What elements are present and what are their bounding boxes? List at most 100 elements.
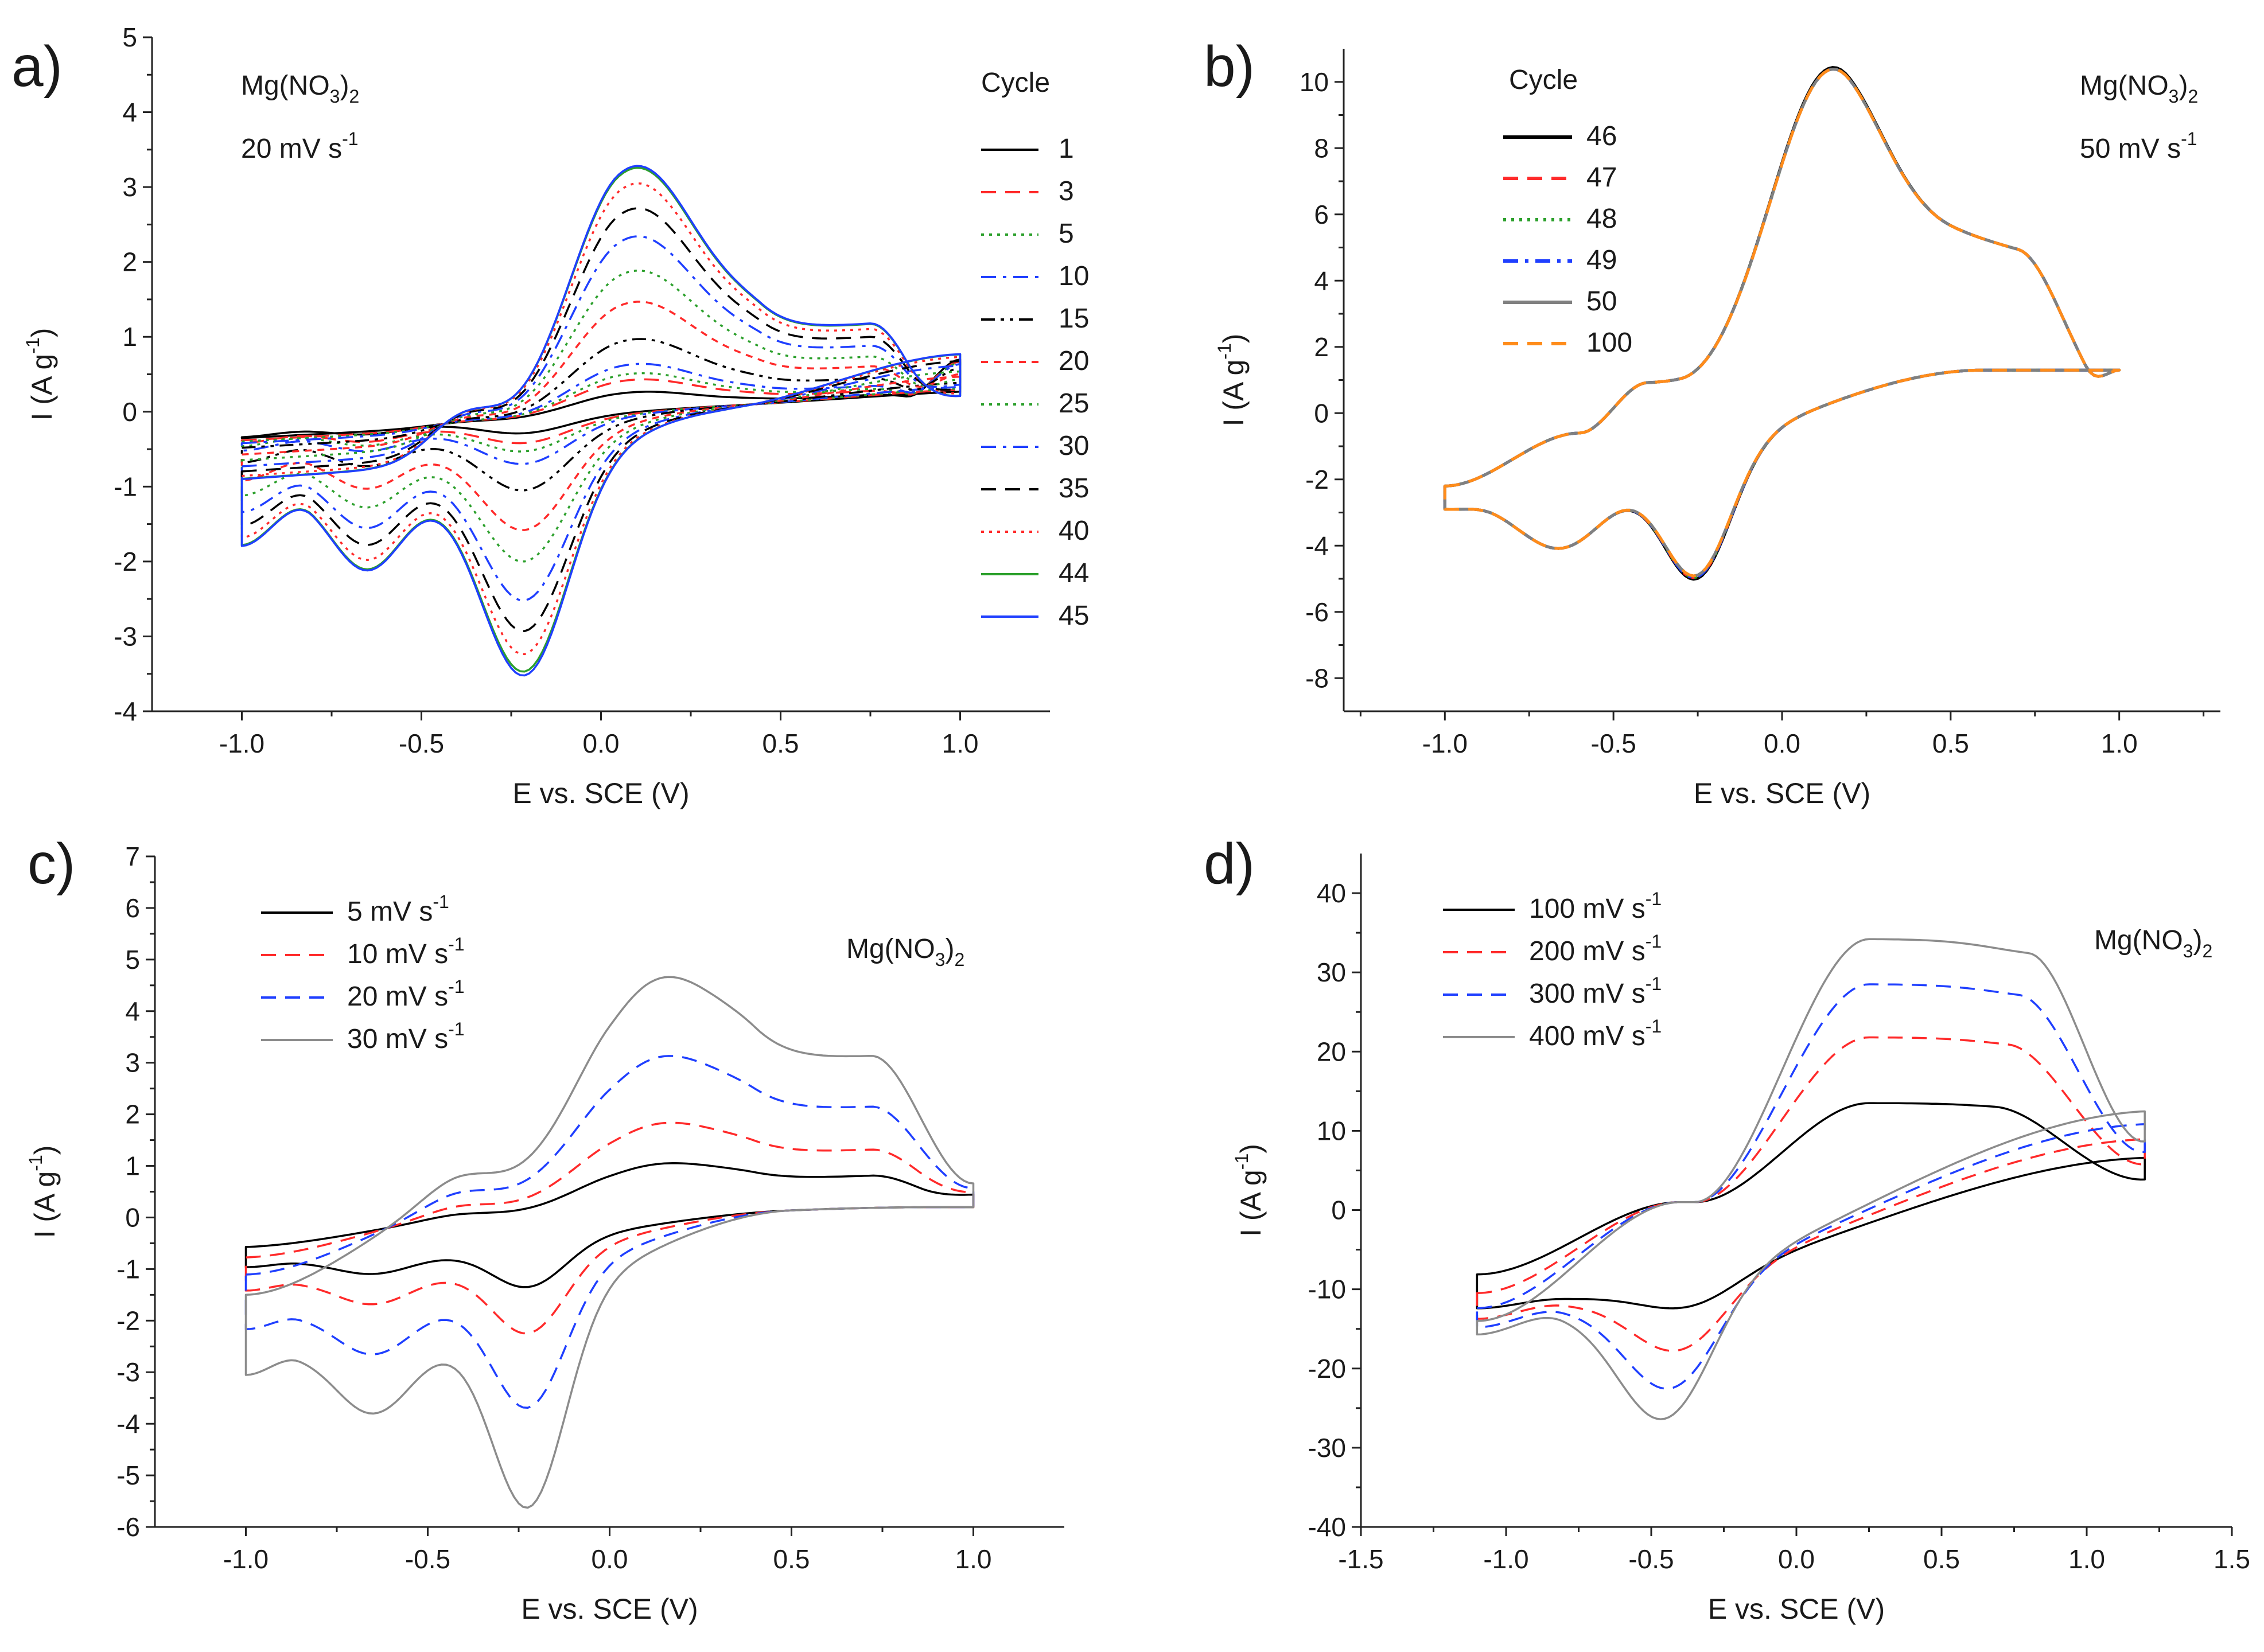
y-tick-label: 2 [125,1100,140,1129]
panel-label: d) [1204,832,1255,896]
series-line-100-mV-s-1 [1476,1102,2146,1310]
x-tick-label: -0.5 [1628,1544,1674,1574]
y-tick-label: -4 [1305,531,1329,560]
y-tick-label: 8 [1314,133,1329,163]
series-line-400-mV-s-1 [1476,938,2146,1420]
series-line-100 [1443,68,2121,578]
x-tick-label: 0.0 [583,728,620,758]
y-tick-label: 6 [1314,200,1329,229]
panel-label: b) [1204,34,1255,99]
x-axis-title: E vs. SCE (V) [1708,1593,1885,1625]
x-tick-label: 1.5 [2214,1544,2250,1574]
series-line-30-mV-s-1 [244,976,975,1509]
series-line-10-mV-s-1 [244,1121,975,1335]
series-line-48 [1443,68,2121,579]
legend-label: 30 [1059,431,1089,461]
series-line-35 [240,207,962,632]
annotation-scan-rate: 50 mV s-1 [2080,128,2197,164]
x-axis-title: E vs. SCE (V) [512,777,689,809]
panel-label: c) [28,832,75,896]
y-tick-label: 3 [125,1048,140,1078]
y-tick-label: -40 [1308,1512,1346,1542]
legend-label: 49 [1586,245,1617,275]
y-tick-label: 6 [125,893,140,923]
series-line-200-mV-s-1 [1476,1036,2146,1352]
annotation-electrolyte: Mg(NO3)2 [2094,925,2212,961]
legend-label: 5 mV s-1 [347,891,449,927]
y-tick-label: -6 [116,1512,140,1542]
x-tick-label: -1.5 [1338,1544,1383,1574]
y-tick-label: -30 [1308,1433,1346,1463]
y-tick-label: 0 [125,1202,140,1232]
legend-label: 30 mV s-1 [347,1019,465,1054]
x-tick-label: 0.0 [592,1544,628,1574]
y-tick-label: 10 [1300,67,1329,97]
y-axis-title: I (A g-1) [1214,334,1250,427]
y-tick-label: 4 [125,996,140,1026]
x-tick-label: 0.5 [773,1544,810,1574]
x-tick-label: -1.0 [1422,728,1468,758]
y-tick-label: 2 [122,247,137,277]
legend-label: 40 [1059,516,1089,546]
plot-area [244,976,975,1509]
x-tick-label: 1.0 [955,1544,992,1574]
y-tick-label: -4 [116,1409,140,1439]
y-tick-label: 2 [1314,332,1329,362]
legend-label: 10 mV s-1 [347,934,465,969]
y-tick-label: 20 [1317,1037,1346,1066]
x-axis-title: E vs. SCE (V) [521,1593,698,1625]
y-tick-label: -4 [114,696,137,726]
series-line-45 [240,165,962,677]
x-tick-label: -1.0 [1483,1544,1528,1574]
series-line-5-mV-s-1 [244,1162,975,1288]
plot-area [240,165,962,677]
y-tick-label: -6 [1305,597,1329,627]
y-tick-label: -1 [114,472,137,501]
legend-label: 3 [1059,176,1074,206]
legend-label: 20 [1059,346,1089,376]
x-axis-title: E vs. SCE (V) [1694,777,1870,809]
series-line-47 [1443,68,2121,579]
y-tick-label: 0 [122,397,137,427]
y-tick-label: 4 [1314,266,1329,295]
y-tick-label: 5 [125,945,140,975]
series-line-3 [240,360,962,445]
y-tick-label: 1 [125,1151,140,1181]
legend-label: 45 [1059,601,1089,631]
series-line-49 [1443,68,2121,579]
y-tick-label: 7 [125,841,140,871]
y-tick-label: -8 [1305,663,1329,693]
annotation-electrolyte: Mg(NO3)2 [241,71,359,107]
x-tick-label: 0.0 [1778,1544,1815,1574]
x-tick-label: 1.0 [2068,1544,2105,1574]
series-line-5 [240,361,962,453]
legend-label: 50 [1586,286,1617,317]
y-tick-label: 4 [122,98,137,127]
y-tick-label: 30 [1317,957,1346,987]
series-line-40 [240,182,962,656]
y-axis-title: I (A g-1) [25,1146,61,1238]
legend: 5 mV s-1 10 mV s-1 20 mV s-1 30 mV s-1 [261,891,465,1054]
y-tick-label: -2 [116,1306,140,1335]
legend-label: 400 mV s-1 [1529,1016,1662,1051]
x-tick-label: 1.0 [942,728,979,758]
series-line-44 [240,166,962,673]
legend-label: 100 [1586,328,1632,358]
panel-label: a) [11,34,63,99]
x-tick-label: 0.5 [1932,728,1969,758]
series-line-46 [1443,66,2121,581]
y-tick-label: -2 [114,547,137,576]
legend-label: 48 [1586,204,1617,234]
legend: Cycle 46 47 48 49 50 100 [1503,65,1632,358]
legend-label: 1 [1059,134,1074,164]
legend-label: 100 mV s-1 [1529,889,1662,924]
x-tick-label: -0.5 [399,728,444,758]
y-tick-label: -1 [116,1254,140,1284]
y-tick-label: 3 [122,172,137,202]
plot-area [1443,66,2121,581]
legend-title: Cycle [981,68,1050,98]
annotation-scan-rate: 20 mV s-1 [241,128,359,164]
